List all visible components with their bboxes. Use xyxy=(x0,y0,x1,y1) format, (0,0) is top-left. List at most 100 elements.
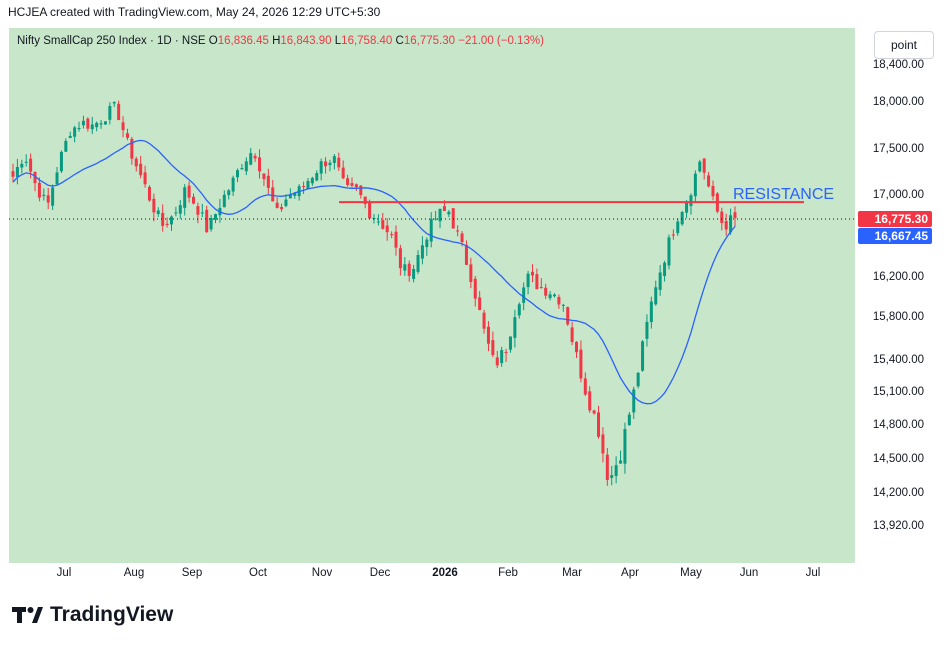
candle-body xyxy=(667,237,671,266)
candle-body xyxy=(222,194,226,208)
candle-body xyxy=(711,185,715,197)
candle-body xyxy=(306,180,310,189)
candle-body xyxy=(95,122,99,128)
resistance-annotation: RESISTANCE xyxy=(733,186,835,203)
candle-body xyxy=(319,161,323,174)
price-tick-label: 15,400.00 xyxy=(872,354,924,366)
candle-body xyxy=(178,205,182,214)
candle-body xyxy=(249,153,253,165)
candle-body xyxy=(632,389,636,413)
candle-body xyxy=(619,460,623,464)
candle-body xyxy=(214,214,218,220)
plot-area[interactable]: Nifty SmallCap 250 Index · 1D · NSE O16,… xyxy=(9,28,855,563)
candle-body xyxy=(724,221,728,230)
candle-body xyxy=(478,297,482,311)
candle-body xyxy=(548,294,552,299)
candle-body xyxy=(310,177,314,184)
candle-body xyxy=(544,287,548,296)
candle-body xyxy=(324,161,328,167)
candle-body xyxy=(262,173,266,179)
candle-body xyxy=(368,202,372,219)
legend-close-value: 16,775.30 xyxy=(403,35,456,47)
candle-body xyxy=(284,199,288,206)
candle-body xyxy=(337,157,341,168)
candle-body xyxy=(37,182,41,198)
legend-high-label: H xyxy=(272,35,281,47)
candle-body xyxy=(447,211,451,215)
candle-body xyxy=(240,168,244,170)
candle-body xyxy=(579,349,583,379)
chart-legend: Nifty SmallCap 250 Index · 1D · NSE O16,… xyxy=(17,35,544,47)
candle-body xyxy=(315,173,319,181)
candle-body xyxy=(434,218,438,220)
candle-body xyxy=(456,230,460,232)
candle-body xyxy=(733,212,737,219)
candle-body xyxy=(385,225,389,233)
time-tick-label: Sep xyxy=(181,567,203,579)
candle-body xyxy=(407,263,411,277)
candle-body xyxy=(354,184,358,188)
time-tick-label: Jul xyxy=(805,567,821,579)
time-tick-label: Aug xyxy=(123,567,145,579)
candle-body xyxy=(99,123,103,125)
candle-body xyxy=(504,351,508,354)
candle-body xyxy=(341,167,345,179)
candle-body xyxy=(244,161,248,172)
candle-body xyxy=(266,175,270,188)
candle-body xyxy=(108,106,112,120)
candle-body xyxy=(86,118,90,129)
candle-body xyxy=(654,287,658,305)
candle-body xyxy=(271,187,275,202)
candle-body xyxy=(553,294,556,297)
price-tick-label: 18,000.00 xyxy=(872,96,924,108)
legend-high-value: 16,843.90 xyxy=(280,35,332,47)
candle-body xyxy=(165,223,169,226)
candle-body xyxy=(570,327,574,342)
candle-body xyxy=(293,193,297,196)
candle-body xyxy=(425,239,429,248)
legend-low-value: 16,758.40 xyxy=(341,35,393,47)
candle-body xyxy=(645,321,649,339)
candle-body xyxy=(429,218,433,242)
candle-body xyxy=(597,412,601,437)
candle-body xyxy=(464,244,468,265)
scale-mode-button[interactable]: point xyxy=(874,31,934,59)
time-axis[interactable]: Jul Aug Sep Oct Nov Dec 2026 Feb Mar Apr May Jun Jul xyxy=(9,563,855,586)
tradingview-logo-icon xyxy=(12,607,43,623)
candle-body xyxy=(59,151,63,172)
candle-body xyxy=(15,166,19,177)
candle-body xyxy=(152,198,156,213)
chart-frame: Nifty SmallCap 250 Index · 1D · NSE O16,… xyxy=(9,28,940,586)
candle-body xyxy=(258,157,262,172)
candle-body xyxy=(592,410,596,414)
candle-body xyxy=(390,234,394,236)
candle-body xyxy=(121,122,125,131)
candle-body xyxy=(469,264,473,282)
candle-body xyxy=(680,212,684,225)
time-tick-label: Mar xyxy=(562,567,582,579)
candle-body xyxy=(227,190,231,196)
candle-body xyxy=(698,161,702,172)
candle-body xyxy=(90,124,94,130)
price-tick-label: 18,400.00 xyxy=(872,59,924,71)
candle-body xyxy=(205,209,209,233)
candle-body xyxy=(676,221,680,234)
price-tick-label: 14,200.00 xyxy=(872,487,924,499)
candle-body xyxy=(671,234,675,236)
candle-body xyxy=(663,262,667,276)
candle-body xyxy=(605,454,609,480)
candle-body xyxy=(29,158,33,172)
candle-body xyxy=(117,103,121,120)
candle-body xyxy=(200,212,204,214)
candle-body xyxy=(73,127,77,137)
candle-body xyxy=(566,307,570,325)
price-tick-label: 15,100.00 xyxy=(872,386,924,398)
candle-body xyxy=(442,206,446,211)
candle-body xyxy=(702,158,706,173)
time-tick-label: Oct xyxy=(249,567,267,579)
candle-body xyxy=(614,465,618,476)
candle-body xyxy=(451,208,455,229)
candle-body xyxy=(535,274,539,290)
candle-body xyxy=(143,172,147,185)
price-axis[interactable]: point 18,400.00 18,000.00 17,500.00 17,000.… xyxy=(855,28,940,586)
